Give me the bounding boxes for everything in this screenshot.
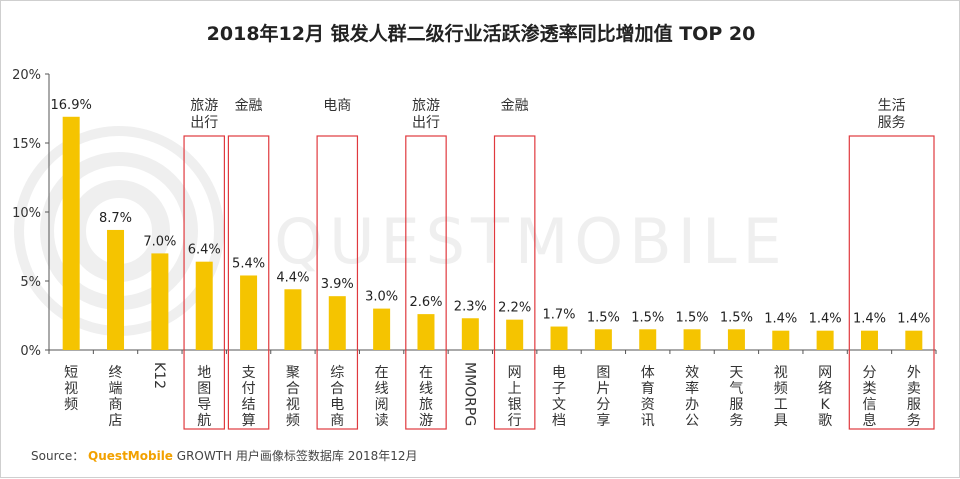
bar: [195, 261, 213, 350]
bar-value-label: 1.5%: [676, 310, 709, 325]
bar: [373, 308, 391, 350]
bar-value-label: 2.6%: [409, 295, 442, 310]
bar: [816, 330, 834, 350]
bar: [905, 330, 923, 350]
y-tick-label: 10%: [12, 206, 41, 221]
x-tick-label: 网络 K 歌: [818, 365, 832, 429]
x-tick-label: 综合电商: [330, 365, 344, 429]
x-tick-label: 聚合视频: [286, 365, 300, 429]
highlight-box: [316, 135, 359, 430]
bar: [107, 229, 125, 350]
bar-value-label: 7.0%: [143, 234, 176, 249]
y-tick-label: 5%: [20, 275, 41, 290]
y-tick-label: 0%: [20, 344, 41, 359]
x-tick-label: 终端商店: [109, 365, 123, 429]
highlight-box: [493, 135, 536, 430]
x-tick-label: 效率办公: [685, 365, 699, 429]
x-tick-label: 图片分享: [596, 365, 610, 429]
bar: [506, 319, 524, 350]
bar: [550, 326, 568, 350]
group-label: 电商: [323, 98, 351, 114]
source-note: Source： QuestMobile GROWTH 用户画像标签数据库 201…: [31, 447, 418, 464]
x-tick-label: 外卖服务: [907, 365, 921, 429]
bar-value-label: 3.0%: [365, 290, 398, 305]
source-prefix: Source：: [31, 449, 85, 463]
bar-value-label: 16.9%: [51, 98, 92, 113]
bar-value-label: 3.9%: [321, 277, 354, 292]
group-label: 旅游: [412, 98, 440, 114]
bar-value-label: 2.3%: [454, 299, 487, 314]
bar-value-label: 4.4%: [276, 270, 309, 285]
bar: [284, 289, 302, 350]
bar-value-label: 1.7%: [543, 308, 576, 323]
bar: [683, 329, 701, 350]
bar: [772, 330, 790, 350]
bar-value-label: 2.2%: [498, 301, 531, 316]
group-label: 金融: [235, 98, 263, 114]
bar: [727, 329, 745, 350]
x-tick-label: 体育资讯: [641, 365, 655, 429]
chart-title: 2018年12月 银发人群二级行业活跃渗透率同比增加值 TOP 20: [206, 23, 756, 45]
bar-value-label: 1.5%: [720, 310, 753, 325]
bar-value-label: 1.4%: [764, 312, 797, 327]
highlight-box: [405, 135, 447, 430]
bar: [639, 329, 657, 350]
highlight-box: [848, 135, 935, 430]
x-tick-label: 天气服务: [729, 365, 743, 429]
y-tick-label: 20%: [12, 68, 41, 83]
bar: [151, 253, 169, 350]
x-tick-label: 地图导航: [197, 365, 211, 429]
bar: [860, 330, 878, 350]
group-label: 金融: [501, 98, 529, 114]
bar-value-label: 1.5%: [587, 310, 620, 325]
bar: [594, 329, 612, 350]
highlight-box: [183, 135, 226, 430]
bar: [461, 318, 479, 350]
group-label: 旅游: [190, 98, 218, 114]
bar: [240, 275, 258, 350]
group-label: 出行: [190, 115, 218, 131]
bar-value-label: 1.4%: [853, 312, 886, 327]
group-label: 出行: [412, 115, 440, 131]
bar-value-label: 5.4%: [232, 256, 265, 271]
source-brand: QuestMobile: [88, 449, 173, 463]
highlight-box: [227, 135, 270, 430]
x-tick-label: 短视频: [64, 365, 78, 413]
x-tick-label: K12: [151, 362, 167, 389]
bar-value-label: 1.4%: [897, 312, 930, 327]
group-label: 服务: [878, 115, 906, 131]
x-tick-label: 电子文档: [552, 365, 566, 429]
bar: [328, 296, 346, 350]
bar-value-label: 1.4%: [809, 312, 842, 327]
bar-value-label: 6.4%: [188, 243, 221, 258]
x-tick-label: 在线阅读: [375, 365, 389, 429]
x-tick-label: 支付结算: [242, 365, 256, 429]
bar: [62, 116, 80, 350]
bar-value-label: 1.5%: [631, 310, 664, 325]
x-tick-label: 在线旅游: [419, 365, 433, 429]
x-tick-label: MMORPG: [461, 362, 477, 426]
x-tick-label: 视频工具: [774, 365, 788, 429]
x-tick-label: 网上银行: [508, 365, 522, 429]
group-label: 生活: [878, 98, 906, 114]
source-suffix: GROWTH 用户画像标签数据库 2018年12月: [176, 449, 418, 463]
y-tick-label: 15%: [12, 137, 41, 152]
bar: [417, 314, 435, 350]
watermark-text: QUESTMOBILE: [274, 205, 787, 278]
x-tick-label: 分类信息: [862, 365, 876, 429]
bar-value-label: 8.7%: [99, 211, 132, 226]
